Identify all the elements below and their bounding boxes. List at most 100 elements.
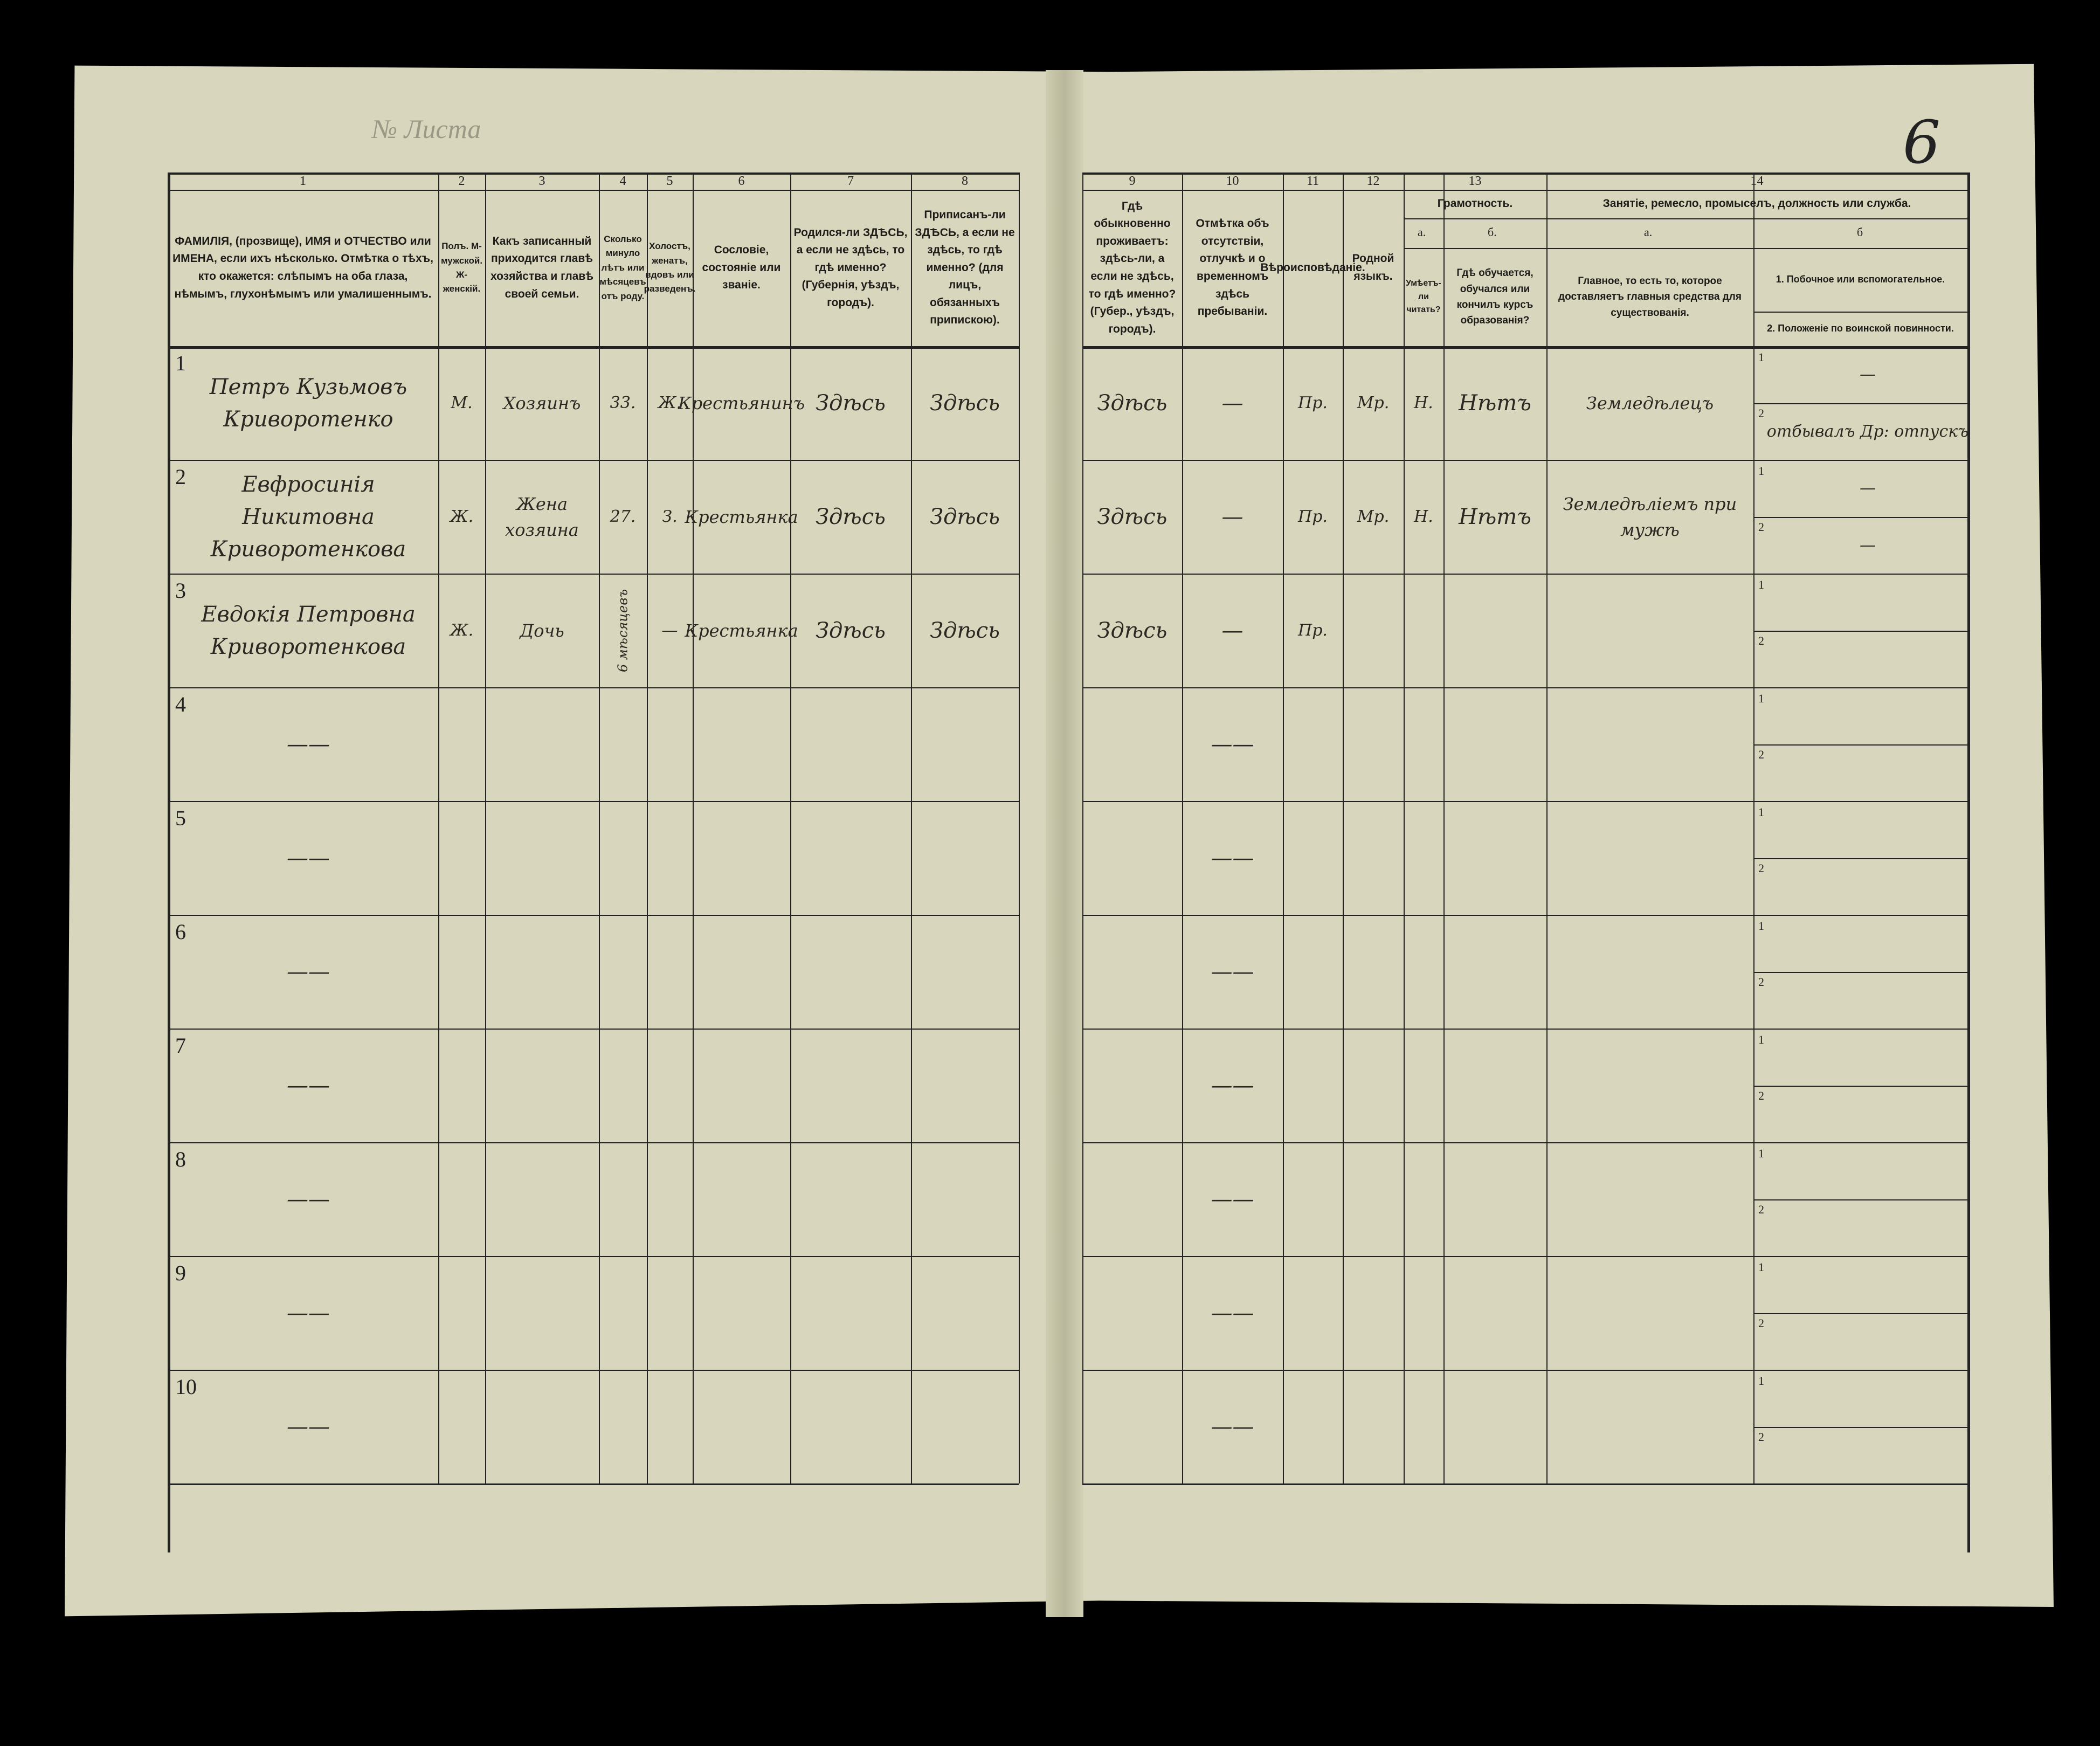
cell-c2: Ж.: [450, 621, 474, 640]
column-header-c11: Вѣроисповѣданіе.: [1260, 261, 1365, 274]
sub-row-rule: [1753, 744, 1967, 746]
literacy-b-label: б.: [1488, 225, 1497, 239]
row-rule: [168, 460, 1019, 461]
cell-c1: Петръ Кузьмовъ Криворотенко: [209, 374, 407, 432]
column-number: 8: [962, 174, 968, 188]
sub-row-label-1: 1: [1758, 1374, 1764, 1388]
row-rule: [1082, 1370, 1967, 1371]
row-rule: [1082, 915, 1967, 916]
cell-c13b: Нѣтъ: [1459, 504, 1531, 529]
cell-c13a: Н.: [1414, 394, 1433, 412]
column-header-c13b: Гдѣ обучается, обучался или кончилъ курс…: [1456, 267, 1533, 327]
cell-c12: Мр.: [1357, 507, 1390, 526]
column-rule: [438, 172, 439, 1483]
row-rule: [1082, 801, 1967, 802]
cell-c11: Пр.: [1298, 507, 1328, 526]
cell-c10: ——: [1211, 1414, 1254, 1439]
column-rule: [599, 172, 600, 1483]
sub-row-label-1: 1: [1758, 464, 1764, 478]
sub-row-rule: [1753, 858, 1967, 859]
row-rule: [1082, 1483, 1967, 1485]
rule-line: [1404, 248, 1967, 249]
column-number: 6: [738, 174, 745, 188]
sheet-number-label: № Листа: [372, 114, 481, 144]
cell-c4: 27.: [610, 507, 636, 526]
cell-c3: Жена хозяина: [505, 493, 579, 540]
row-rule: [1082, 460, 1967, 461]
column-header-c1: ФАМИЛІЯ, (прозвище), ИМЯ и ОТЧЕСТВО или …: [172, 234, 433, 300]
sub-row-rule: [1753, 971, 1967, 973]
cell-c1: ——: [287, 1073, 330, 1098]
column-number: 10: [1226, 174, 1239, 188]
column-number: 7: [847, 174, 854, 188]
table-top-rule: [168, 172, 1019, 175]
cell-c1: Евфросинія Никитовна Криворотенкова: [210, 472, 406, 562]
column-rule: [168, 172, 170, 1552]
cell-c10: —: [1221, 504, 1244, 529]
sub-row-label-1: 1: [1758, 919, 1764, 933]
column-rule: [693, 172, 694, 1483]
row-rule: [168, 915, 1019, 916]
column-rule: [911, 172, 912, 1483]
row-rule: [168, 801, 1019, 802]
row-rule: [1082, 1142, 1967, 1143]
sub-row-rule: [1753, 403, 1967, 404]
column-number: 4: [619, 174, 626, 188]
cell-c1: Евдокія Петровна Криворотенкова: [201, 602, 416, 659]
cell-c11: Пр.: [1298, 621, 1328, 640]
column-rule: [1019, 172, 1020, 1483]
column-header-c14b1: 1. Побочное или вспомогательное.: [1776, 274, 1945, 285]
row-rule: [168, 574, 1019, 575]
cell-c10: ——: [1211, 1073, 1254, 1098]
sub-row-label-1: 1: [1758, 692, 1764, 705]
sub-row-label-2: 2: [1758, 975, 1764, 989]
row-number: 6: [175, 920, 186, 944]
cell-c10: ——: [1211, 1300, 1254, 1326]
table-top-rule: [1082, 172, 1967, 175]
sub-row-label-2: 2: [1758, 1430, 1764, 1444]
column-rule: [1753, 172, 1754, 1483]
column-number: 13: [1468, 174, 1482, 188]
row-rule: [168, 1370, 1019, 1371]
cell-c2: М.: [451, 394, 473, 412]
cell-c14b2: —: [1860, 535, 1876, 555]
row-number: 2: [175, 465, 186, 489]
sub-row-label-2: 2: [1758, 406, 1764, 420]
cell-c5: —: [661, 621, 678, 640]
cell-c13b: Нѣтъ: [1459, 390, 1531, 416]
column-rule: [647, 172, 648, 1483]
literacy-group-header: Грамотность.: [1437, 197, 1513, 210]
sub-row-rule: [1753, 516, 1967, 518]
cell-c7: Здѣсь: [816, 618, 886, 643]
column-header-c13a: Умѣетъ-ли читать?: [1406, 278, 1441, 315]
column-rule: [1343, 172, 1344, 1483]
row-rule: [168, 1483, 1019, 1485]
sub-row-rule: [1753, 630, 1967, 632]
cell-c12: Мр.: [1357, 394, 1390, 412]
row-rule: [1082, 574, 1967, 575]
rule-line: [1404, 218, 1967, 219]
cell-c3: Дочь: [520, 620, 564, 641]
row-number: 4: [175, 692, 186, 716]
cell-c7: Здѣсь: [816, 504, 886, 529]
row-number: 10: [175, 1375, 197, 1399]
column-number: 11: [1306, 174, 1320, 188]
row-number: 3: [175, 578, 186, 603]
cell-c9: Здѣсь: [1097, 618, 1168, 643]
cell-c8: Здѣсь: [930, 504, 1000, 529]
cell-c1: ——: [287, 959, 330, 984]
column-header-c14a: Главное, то есть то, которое доставляетъ…: [1558, 275, 1742, 319]
sub-row-label-2: 2: [1758, 861, 1764, 875]
cell-c14a: Земледѣлецъ: [1586, 392, 1714, 413]
sub-row-rule: [1753, 1085, 1967, 1087]
row-number: 5: [175, 806, 186, 830]
rule-line: [1082, 190, 1967, 191]
cell-c5: Ж.: [658, 394, 682, 412]
column-number: 14: [1750, 174, 1764, 188]
column-number: 5: [666, 174, 673, 188]
cell-c4: 33.: [610, 394, 636, 412]
column-rule: [1546, 172, 1548, 1483]
cell-c8: Здѣсь: [930, 618, 1000, 643]
column-header-c10: Отмѣтка объ отсутствіи, отлучкѣ и о врем…: [1196, 217, 1269, 318]
row-number: 7: [175, 1033, 186, 1058]
